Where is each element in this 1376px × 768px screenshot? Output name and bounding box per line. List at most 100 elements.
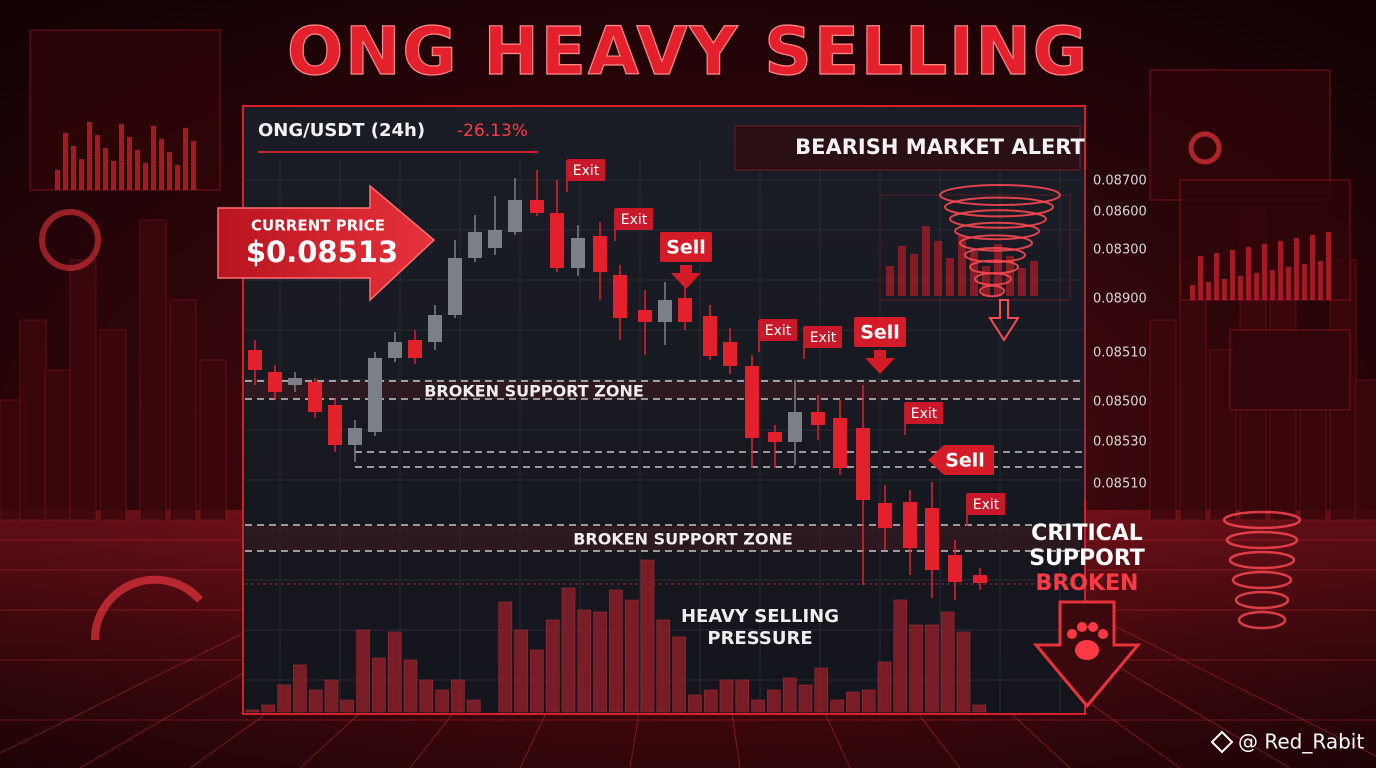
price-axis-label: 0.08900	[1093, 292, 1147, 307]
price-axis-label: 0.08300	[1093, 243, 1147, 258]
mini-bar	[103, 148, 108, 190]
spiral-deco	[1225, 530, 1299, 550]
arc-deco	[90, 575, 203, 641]
tornado-ring	[964, 247, 1026, 263]
exit-flag	[615, 208, 653, 230]
volume-bar	[324, 679, 339, 713]
volume-bar	[372, 657, 386, 713]
inset-bar	[946, 258, 954, 296]
zone-label: BROKEN SUPPORT ZONE	[424, 382, 644, 401]
candle-body	[248, 350, 262, 370]
exit-flag	[804, 326, 842, 348]
pressure-line-1: HEAVY SELLING	[681, 606, 839, 627]
inset-chart	[879, 194, 1071, 301]
mini-bar	[1278, 241, 1283, 300]
inset-bar	[922, 226, 930, 296]
candle-body	[508, 200, 522, 232]
candle-body	[745, 366, 759, 438]
volume-bars	[245, 559, 987, 713]
volume-bar	[308, 689, 323, 713]
exit-label: Exit	[810, 330, 837, 346]
candle-body	[348, 428, 362, 445]
candle-body	[530, 200, 544, 213]
critical-line-3: BROKEN	[1036, 571, 1139, 596]
volume-bar	[609, 589, 623, 713]
candle-body	[448, 258, 462, 315]
candle-body	[550, 213, 564, 268]
watermark: @ Red_Rabit	[1238, 730, 1364, 754]
volume-bar	[656, 619, 671, 713]
volume-bar	[435, 689, 449, 713]
ring-deco	[39, 209, 101, 271]
mini-bar	[55, 170, 60, 190]
zone-label: BROKEN SUPPORT ZONE	[573, 530, 793, 549]
volume-bar	[593, 611, 607, 713]
candle-body	[328, 405, 342, 445]
candle-body	[388, 342, 402, 358]
mini-bar	[191, 141, 196, 190]
building	[169, 299, 197, 521]
building	[69, 259, 97, 521]
volume-bar	[466, 699, 481, 713]
tornado-ring	[944, 196, 1054, 218]
building	[1179, 259, 1207, 521]
inset-bar	[1030, 261, 1038, 296]
mini-bar	[1230, 250, 1235, 300]
mini-bar	[151, 126, 156, 190]
tornado-ring	[974, 272, 1012, 286]
volume-bar	[767, 689, 781, 713]
mini-bar	[1262, 244, 1267, 300]
sell-box	[660, 232, 712, 262]
exit-label: Exit	[573, 163, 600, 179]
side-panel	[1149, 69, 1331, 201]
mini-bar	[1318, 261, 1323, 300]
exit-flag	[567, 159, 605, 181]
mini-bar	[1206, 282, 1211, 300]
sell-label: Sell	[945, 450, 985, 472]
building	[1149, 319, 1177, 521]
mini-bar	[1270, 270, 1275, 300]
candle-body	[593, 236, 607, 272]
mini-bar	[143, 163, 148, 190]
mini-bar	[95, 135, 100, 190]
exit-flag	[759, 319, 797, 341]
zone-band	[245, 525, 1080, 551]
inset-bar	[982, 266, 990, 296]
candle-body	[768, 432, 782, 442]
volume-bar	[640, 559, 655, 713]
volume-bar	[672, 636, 686, 713]
ring-deco	[1188, 131, 1222, 165]
spiral-deco	[1228, 550, 1296, 570]
mini-bar	[119, 124, 124, 190]
inset-bar	[910, 254, 918, 296]
mini-bar	[1294, 238, 1299, 300]
volume-bar	[925, 624, 939, 713]
volume-bar	[719, 679, 734, 713]
volume-bar	[972, 704, 987, 713]
current-price-value: $0.08513	[246, 235, 398, 269]
price-arrow	[217, 184, 436, 302]
mini-bar	[87, 122, 92, 190]
candle-body	[723, 342, 737, 366]
building	[19, 319, 47, 521]
candle-body	[948, 555, 962, 582]
inset-bar	[958, 236, 966, 296]
spiral-deco	[1222, 510, 1302, 530]
mini-bar	[1198, 256, 1203, 300]
paw-icon	[1067, 622, 1108, 660]
candle-body	[878, 503, 892, 528]
zone-band	[245, 381, 1080, 399]
mini-bar	[63, 133, 68, 190]
mini-bar	[1254, 273, 1259, 300]
volume-bar	[561, 587, 576, 713]
tornado-arrow	[988, 299, 1020, 342]
signals: Exit Exit Sell Exit Exit Sell Exit Sell Exit	[566, 159, 1005, 526]
mini-bar	[1302, 264, 1307, 300]
tornado-ring	[959, 234, 1033, 252]
critical-line-2: SUPPORT	[1029, 546, 1145, 571]
candle-body	[973, 575, 987, 583]
sell-arrow	[671, 265, 701, 289]
sell-label: Sell	[860, 322, 900, 344]
watermark-icon	[1210, 730, 1234, 754]
